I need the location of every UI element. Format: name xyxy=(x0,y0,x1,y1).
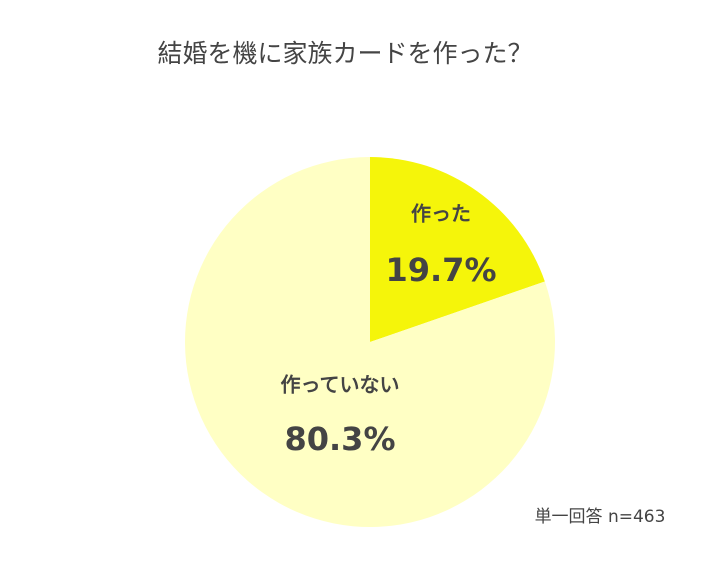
slice-label: 作った xyxy=(411,202,471,226)
chart-title: 結婚を機に家族カードを作った？ xyxy=(157,39,532,68)
note: 単一回答 n=463 xyxy=(535,507,666,527)
value-label: 80.3% xyxy=(284,420,395,458)
slice-label: 作っていない xyxy=(281,373,400,397)
value-label: 19.7% xyxy=(385,251,496,289)
pie-slice xyxy=(185,157,556,528)
pie-slice xyxy=(370,157,545,342)
